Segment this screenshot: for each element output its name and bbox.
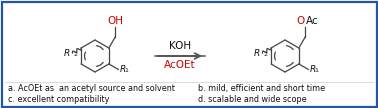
Text: O: O [297, 16, 305, 26]
Text: R: R [309, 65, 316, 74]
Text: R: R [254, 48, 260, 57]
Text: 2: 2 [264, 52, 268, 57]
Text: Ac: Ac [306, 16, 319, 26]
Text: 1: 1 [314, 68, 318, 74]
Text: b. mild, efficient and short time: b. mild, efficient and short time [198, 84, 325, 93]
Text: OH: OH [107, 16, 123, 26]
Text: 1: 1 [124, 68, 128, 74]
Text: R: R [64, 48, 70, 57]
Text: 2: 2 [74, 52, 78, 57]
Text: c. excellent compatibility: c. excellent compatibility [8, 95, 109, 104]
Text: a. AcOEt as  an acetyl source and solvent: a. AcOEt as an acetyl source and solvent [8, 84, 175, 93]
Text: AcOEt: AcOEt [164, 60, 196, 70]
Text: R: R [119, 65, 125, 74]
Text: d. scalable and wide scope: d. scalable and wide scope [198, 95, 307, 104]
Text: KOH: KOH [169, 41, 191, 51]
